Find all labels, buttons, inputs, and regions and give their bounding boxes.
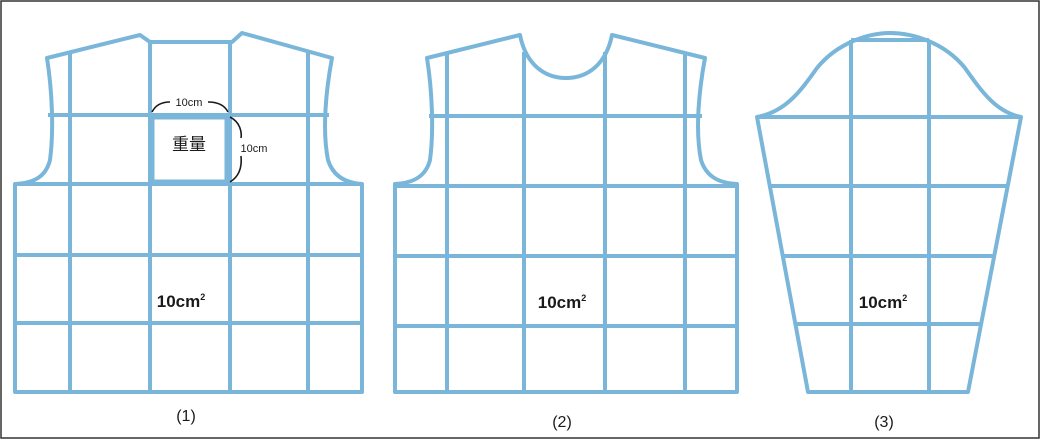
- width-dimension-left: [151, 101, 171, 113]
- figure-2-area-label: 10cm2: [538, 293, 587, 312]
- figure-2-top: 10cm2 (2): [393, 33, 739, 431]
- figure-3-caption: (3): [874, 414, 894, 431]
- height-dimension-label: 10cm: [241, 143, 268, 155]
- figure-1-vest: 重量 10cm 10cm 10cm2 (1): [13, 31, 364, 425]
- height-dimension-top: [229, 116, 243, 139]
- highlight-cell: [149, 114, 230, 185]
- width-dimension-label: 10cm: [176, 97, 203, 109]
- width-dimension-right: [207, 101, 229, 113]
- figure-3-outline: [755, 31, 1023, 394]
- figure-2-outline: [393, 33, 739, 394]
- figure-1-caption: (1): [176, 408, 196, 425]
- figure-3-area-label: 10cm2: [859, 293, 908, 312]
- figure-2-caption: (2): [552, 414, 572, 431]
- height-dimension-bottom: [229, 155, 243, 183]
- figure-1-area-label: 10cm2: [157, 292, 206, 311]
- figure-3-sleeve: 10cm2 (3): [755, 31, 1023, 431]
- highlight-cell-text: 重量: [172, 135, 206, 155]
